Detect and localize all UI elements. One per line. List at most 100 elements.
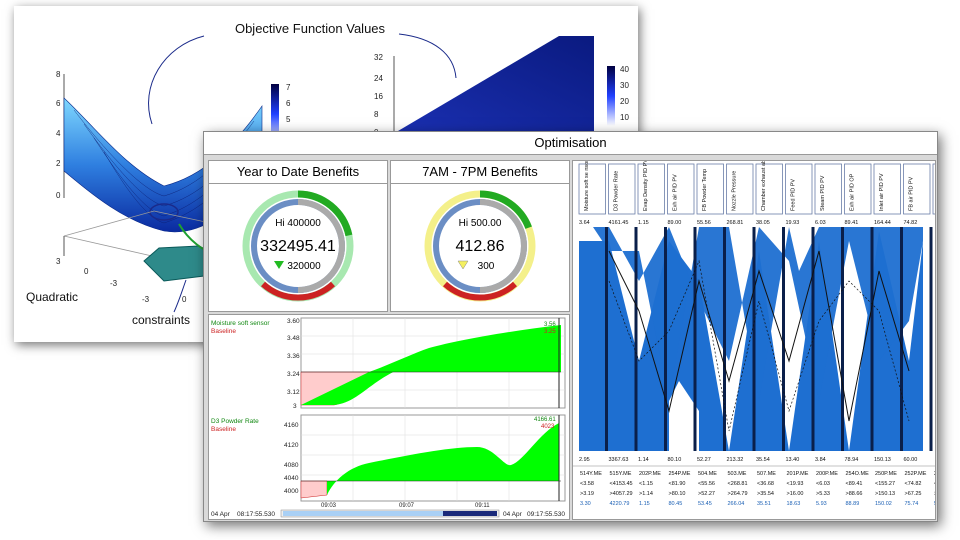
axis-v1: <6.03 xyxy=(816,481,830,487)
axis-v2: >52.27 xyxy=(698,491,715,497)
axis-bottom-value: 3367.63 xyxy=(609,457,629,463)
axis-bar[interactable] xyxy=(752,227,756,451)
trend-panel: Moisture soft sensor Baseline 3.60 3.48 … xyxy=(208,314,570,520)
axis-cur: 1.15 xyxy=(639,501,650,507)
axis-v1: <4153.45 xyxy=(610,481,633,487)
trend2-value-area xyxy=(327,423,559,495)
parallel-axis-10[interactable]: Inlet air PID PV 164.44 150.13 250P.ME <155.… xyxy=(873,163,903,507)
svg-text:09:07: 09:07 xyxy=(399,503,415,509)
axis-top-value: 3.64 xyxy=(579,220,590,226)
axis-header-box[interactable] xyxy=(726,163,754,215)
axis-v1: <3.58 xyxy=(580,481,594,487)
axis-v1: <155.27 xyxy=(875,481,895,487)
axis-cur: 3.30 xyxy=(580,501,591,507)
parallel-coordinates-panel: Moisture soft se nsor 3.64 2.95 514Y.ME <3.5… xyxy=(572,160,936,520)
set-label: Set1 xyxy=(583,236,596,242)
arrow-right xyxy=(398,33,457,79)
day-title: 7AM - 7PM Benefits xyxy=(391,161,569,184)
day-down-arrow-icon xyxy=(457,260,469,270)
parallel-axis-4[interactable]: FB Powder Temp 55.56 52.27 504.ME <55.56 >52.… xyxy=(696,163,726,507)
parallel-axis-3[interactable]: Exh air PID PV 89.00 80.10 254P.ME <81.90 >80… xyxy=(667,163,697,507)
axis-header-box[interactable] xyxy=(903,163,931,215)
axis-header-box[interactable] xyxy=(696,163,724,215)
time-right: 09:17:55.530 xyxy=(527,511,565,518)
trend1-baseline-label: Baseline xyxy=(211,328,236,335)
axis-bar[interactable] xyxy=(929,227,933,451)
svg-text:4: 4 xyxy=(56,129,61,138)
parallel-axis-5[interactable]: Nozzle Pressure 268.81 213.32 503.ME <268.81… xyxy=(726,163,756,507)
axis-cur: 35.51 xyxy=(757,501,771,507)
parallel-axis-9[interactable]: Exh air PID OP 89.41 78.94 254O.ME <89.41 >88… xyxy=(844,163,874,507)
axis-v2: >80.10 xyxy=(669,491,686,497)
axis-bar[interactable] xyxy=(870,227,874,451)
axis-header-box[interactable] xyxy=(755,163,783,215)
axis-header: Feed PID PV xyxy=(791,179,797,211)
axis-cur: 266.04 xyxy=(728,501,745,507)
axis-bar[interactable] xyxy=(634,227,638,451)
svg-text:4160: 4160 xyxy=(284,422,299,429)
parallel-axis-1[interactable]: D3 Powder Rate 4161.45 3367.63 515Y.ME <4153… xyxy=(608,163,638,507)
axis-tag: 515Y.ME xyxy=(610,471,632,477)
axis-bar[interactable] xyxy=(811,227,815,451)
parallel-axis-8[interactable]: Steam PID PV 6.03 3.84 200P.ME <6.03 >5.33 5.9… xyxy=(814,163,844,507)
axis-header-box[interactable] xyxy=(785,163,813,215)
axis-header-box[interactable] xyxy=(814,163,842,215)
axis-v2: >35.54 xyxy=(757,491,774,497)
svg-text:3.12: 3.12 xyxy=(287,389,300,396)
axis-bottom-value: 150.13 xyxy=(874,457,891,463)
floor-ticks: 3 0 -3 -3 0 xyxy=(56,257,187,304)
date-left: 04 Apr xyxy=(211,511,231,518)
axis-top-value: 19.93 xyxy=(786,220,800,226)
svg-text:4040: 4040 xyxy=(284,475,299,482)
time-scrollbar-range[interactable] xyxy=(283,511,443,516)
time-scrollbar-thumb[interactable] xyxy=(443,511,497,516)
axis-v1: <4 xyxy=(934,481,935,487)
parallel-axis-12[interactable]: 25 <4 >4 50 xyxy=(932,163,935,507)
svg-text:7: 7 xyxy=(286,83,291,92)
ytd-gauge: Hi 400000 332495.41 320000 xyxy=(242,190,354,302)
svg-text:32: 32 xyxy=(374,53,383,62)
parallel-axis-0[interactable]: Moisture soft se nsor 3.64 2.95 514Y.ME <3.5… xyxy=(578,161,608,507)
parallel-axis-7[interactable]: Feed PID PV 19.93 13.40 201P.ME <19.93 >16.00… xyxy=(785,163,815,507)
axis-bar[interactable] xyxy=(782,227,785,451)
axis-cur: 88.89 xyxy=(846,501,860,507)
day-progress-arc xyxy=(424,190,536,302)
axis-header-box[interactable] xyxy=(932,163,935,215)
axis-header-box[interactable] xyxy=(873,163,901,215)
axis-bar[interactable] xyxy=(664,227,667,451)
axis-header-box[interactable] xyxy=(667,163,695,215)
svg-text:3.24: 3.24 xyxy=(287,371,300,378)
trend2-current-baseline: 4023 xyxy=(541,424,555,430)
axis-bar[interactable] xyxy=(693,227,697,451)
linear-axis: 32 24 16 8 0 xyxy=(374,53,395,137)
svg-text:6: 6 xyxy=(286,99,291,108)
axis-bar[interactable] xyxy=(841,227,844,451)
arrow-left xyxy=(148,35,205,125)
linear-colorbar: 40 30 20 10 xyxy=(607,65,629,126)
day-low: 300 xyxy=(478,261,495,272)
svg-text:5: 5 xyxy=(286,115,291,124)
axis-cur: 150.02 xyxy=(875,501,892,507)
axis-bar[interactable] xyxy=(605,227,608,451)
parallel-axis-6[interactable]: Chamber exhaust abs hum 38.05 35.54 507.ME <… xyxy=(755,161,785,507)
axis-bar[interactable] xyxy=(900,227,903,451)
svg-text:-3: -3 xyxy=(142,295,150,304)
parallel-coordinates-chart: Moisture soft se nsor 3.64 2.95 514Y.ME <3.5… xyxy=(573,161,935,507)
axis-tag: 254O.ME xyxy=(846,471,870,477)
axis-header-box[interactable] xyxy=(608,163,636,215)
parallel-axis-2[interactable]: Evap Density PID PV 1.15 1.14 202P.ME <1.15 >… xyxy=(637,161,667,507)
axis-v1: <1.15 xyxy=(639,481,653,487)
svg-text:24: 24 xyxy=(374,74,383,83)
day-value: 412.86 xyxy=(456,238,505,255)
axis-header-box[interactable] xyxy=(637,163,665,215)
axis-header-box[interactable] xyxy=(844,163,872,215)
parallel-axis-11[interactable]: FB air PID PV 74.82 60.00 252P.ME <74.82 >67.… xyxy=(903,163,933,507)
trend1-current: 3.56 xyxy=(544,322,556,328)
svg-text:3.60: 3.60 xyxy=(287,318,300,325)
axis-header: Evap Density PID PV xyxy=(643,161,649,211)
axis-top-value: 164.44 xyxy=(874,220,891,226)
figure-title: Objective Function Values xyxy=(235,21,386,36)
svg-text:0: 0 xyxy=(84,267,89,276)
axis-bar[interactable] xyxy=(723,227,726,451)
axis-header-box[interactable] xyxy=(578,163,606,215)
